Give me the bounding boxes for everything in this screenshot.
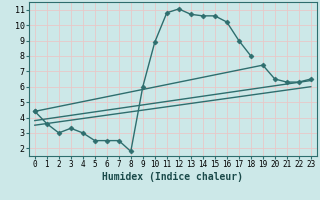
X-axis label: Humidex (Indice chaleur): Humidex (Indice chaleur): [102, 172, 243, 182]
